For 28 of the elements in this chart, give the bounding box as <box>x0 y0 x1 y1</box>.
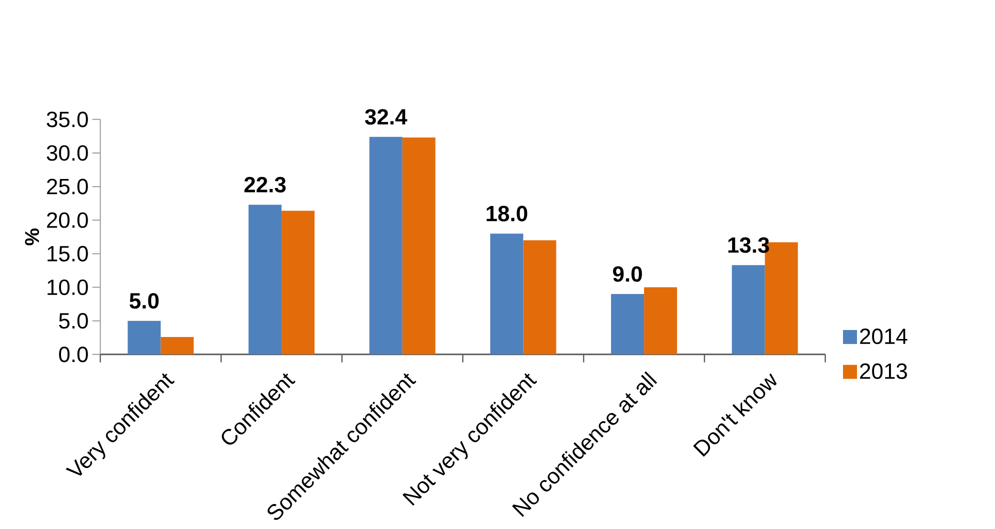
data-label: 32.4 <box>364 109 408 125</box>
y-axis-title: % <box>25 228 40 246</box>
y-tick-label: 0.0 <box>59 346 88 362</box>
data-label: 18.0 <box>486 206 528 222</box>
bar <box>611 294 644 354</box>
legend-label: 2014 <box>860 328 908 344</box>
data-label: 5.0 <box>130 293 159 309</box>
legend-label: 2013 <box>860 363 907 379</box>
bar <box>402 138 436 354</box>
data-label: 13.3 <box>728 237 769 253</box>
y-tick-label: 5.0 <box>59 313 88 329</box>
bar <box>282 210 315 354</box>
y-tick-label: 10.0 <box>48 279 88 296</box>
data-label: 22.3 <box>244 176 286 192</box>
data-label: 9.0 <box>613 266 642 282</box>
y-tick-label: 35.0 <box>46 112 88 128</box>
bar <box>644 287 678 354</box>
bar <box>732 265 765 354</box>
bar <box>490 234 524 354</box>
bar <box>248 204 282 354</box>
bar <box>523 240 556 354</box>
bar <box>128 320 161 354</box>
y-tick-label: 20.0 <box>47 212 88 228</box>
bar <box>160 336 194 354</box>
bar <box>369 136 402 354</box>
y-tick-label: 25.0 <box>47 178 88 194</box>
y-tick-label: 15.0 <box>48 246 88 262</box>
y-tick-label: 30.0 <box>46 145 88 161</box>
